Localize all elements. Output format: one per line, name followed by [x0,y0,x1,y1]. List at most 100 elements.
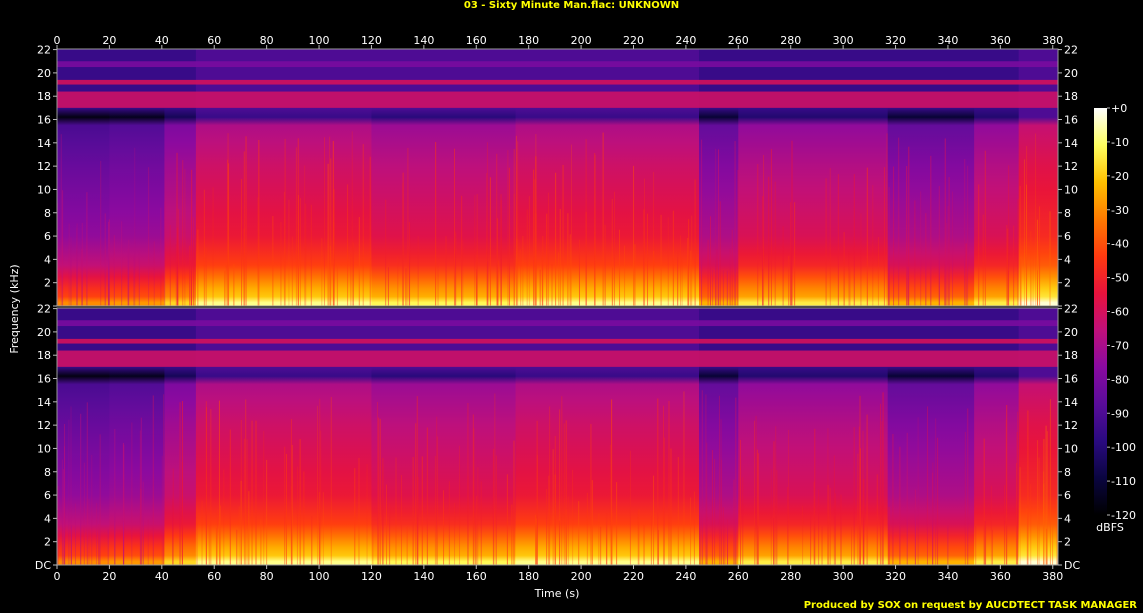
spectrogram-streak [938,186,940,306]
spectrogram-band [57,320,1058,327]
spectrogram-streak [609,444,611,565]
spectrogram-streak [417,235,419,306]
spectrogram-streak [712,269,714,306]
spectrogram-streak [245,136,247,306]
spectrogram-streak [382,458,384,565]
y-tick-label: 16 [37,114,51,127]
x-tick-label: 360 [990,34,1011,47]
colorbar-tick-label: -60 [1111,306,1129,319]
x-tick-label: 140 [413,34,434,47]
y-tick-label: 14 [37,137,51,150]
colorbar-tick-label: -70 [1111,339,1129,352]
spectrogram-streak [291,444,293,565]
spectrogram-streak [108,221,110,306]
spectrogram-streak [417,476,419,565]
spectrogram-streak [236,529,238,565]
spectrogram-streak [860,213,862,306]
spectrogram-streak [1052,525,1054,565]
x-tick-label: 60 [207,570,221,583]
x-tick-label: 160 [466,34,487,47]
spectrogram-streak [280,222,282,306]
colorbar-tick-label: -50 [1111,272,1129,285]
x-tick-label: 360 [990,570,1011,583]
spectrogram-streak [1045,425,1047,565]
spectrogram-streak [321,237,323,306]
y-tick-label: DC [1064,559,1080,572]
spectrogram-streak [722,507,724,565]
spectrogram-streak [379,418,381,565]
spectrogram-streak [724,524,726,565]
spectrogram-streak [883,167,885,306]
y-tick-label: 12 [37,160,51,173]
spectrogram-streak [475,269,477,306]
spectrogram-streak [142,481,144,565]
spectrogram-streak [888,246,890,306]
spectrogram-streak [944,264,946,306]
spectrogram-streak [366,463,368,565]
spectrogram-streak [495,455,497,565]
spectrogram-streak [1046,528,1048,565]
spectrogram-streak [711,449,713,565]
spectrogram-streak [906,432,908,565]
spectrogram-streak [194,234,196,306]
spectrogram-streak [667,217,669,306]
spectrogram-streak [634,244,636,306]
spectrogram-segment [57,49,110,306]
spectrogram-streak [197,229,199,306]
spectrogram-streak [600,526,602,565]
spectrogram-streak [474,195,476,306]
spectrogram-streak [329,136,331,306]
spectrogram-streak [734,141,736,306]
spectrogram-streak [472,414,474,565]
spectrogram-streak [657,398,659,565]
spectrogram-streak [332,140,334,306]
spectrogram-streak [369,156,371,306]
spectrogram-streak [196,507,198,565]
x-tick-label: 320 [885,34,906,47]
x-tick-label: 40 [155,34,169,47]
spectrogram-streak [662,405,664,565]
spectrogram-streak [193,239,195,306]
x-tick-label: 20 [102,570,116,583]
spectrogram-streak [297,138,299,306]
spectrogram-streak [602,132,604,306]
x-tick-label: 0 [54,34,61,47]
spectrogram-streak [177,208,179,306]
y-tick-label: 10 [1064,183,1078,196]
spectrogram-streak [1032,246,1034,306]
spectrogram-streak [507,150,509,306]
spectrogram-streak [879,403,881,565]
spectrogram-streak [350,253,352,306]
spectrogram-streak [720,419,722,565]
spectrogram-streak [246,439,248,565]
spectrogram-streak [982,214,984,306]
spectrogram-streak [548,475,550,565]
spectrogram-streak [810,511,812,565]
spectrogram-segment [738,49,889,306]
x-tick-label: 200 [571,34,592,47]
x-axis-label: Time (s) [534,587,580,600]
spectrogram-streak [729,248,731,306]
spectrogram-streak [660,214,662,306]
spectrogram-streak [638,509,640,565]
y-tick-label: 18 [1064,90,1078,103]
spectrogram-streak [496,218,498,306]
spectrogram-streak [461,195,463,306]
spectrogram-streak [133,255,135,306]
spectrogram-streak [203,189,205,306]
spectrogram-streak [876,474,878,565]
spectrogram-streak [494,393,496,565]
spectrogram-streak [397,256,399,306]
spectrogram-streak [788,429,790,565]
x-tick-label: 220 [623,570,644,583]
y-tick-label: 20 [37,67,51,80]
spectrogram-streak [1037,440,1039,565]
spectrogram-streak [68,419,70,565]
spectrogram-streak [565,509,567,565]
spectrogram-streak [219,505,221,565]
spectrogram-streak [763,155,765,306]
spectrogram-streak [169,225,171,306]
spectrogram-streak [299,438,301,565]
spectrogram-streak [1006,224,1008,306]
spectrogram-streak [1020,256,1022,306]
